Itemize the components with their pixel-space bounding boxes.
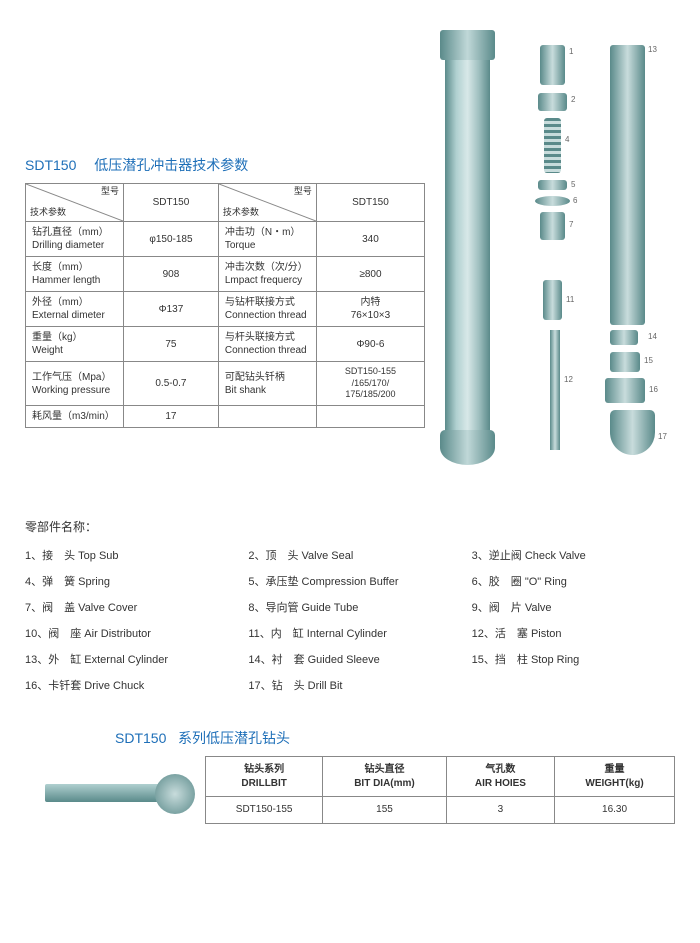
- part-item: 14、衬 套 Guided Sleeve: [248, 651, 451, 667]
- parts-title: 零部件名称：: [25, 518, 675, 535]
- spec-value: SDT150-155 /165/170/ 175/185/200: [316, 362, 424, 406]
- model-left: SDT150: [124, 184, 219, 222]
- part-item: 13、外 缸 External Cylinder: [25, 651, 228, 667]
- part-spring: [544, 118, 561, 173]
- spec-label: 耗风量（m3/min）: [26, 406, 124, 428]
- part-o-ring: [535, 196, 570, 206]
- part-piston: [550, 330, 560, 450]
- part-item: 4、弹 簧 Spring: [25, 573, 228, 589]
- exploded-diagram: 1 2 13 4 5 6 7 11 12 14 15 16 17: [445, 40, 675, 470]
- bit-header: 气孔数AIR HOIES: [446, 757, 554, 797]
- spec-label: 工作气压（Mpa）Working pressure: [26, 362, 124, 406]
- part-item: 15、挡 柱 Stop Ring: [472, 651, 675, 667]
- spec-table: 型号 技术参数 SDT150 型号 技术参数 SDT150 钻孔直径（mm）Dr…: [25, 183, 425, 428]
- part-item: 7、阀 盖 Valve Cover: [25, 599, 228, 615]
- parts-list: 1、接 头 Top Sub 2、顶 头 Valve Seal 3、逆止阀 Che…: [25, 547, 675, 693]
- diag-header-left: 型号 技术参数: [26, 184, 124, 222]
- model-right: SDT150: [316, 184, 424, 222]
- spec-label: 冲击功（N・m）Torque: [218, 222, 316, 257]
- part-item: 6、胶 圈 "O" Ring: [472, 573, 675, 589]
- bit-cell: SDT150-155: [206, 797, 323, 824]
- spec-label: 重量（kg）Weight: [26, 327, 124, 362]
- spec-label: 外径（mm）External dimeter: [26, 292, 124, 327]
- part-valve-seal: [538, 93, 567, 111]
- spec-title-code: SDT150: [25, 157, 76, 173]
- part-guided-sleeve: [610, 330, 638, 345]
- hammer-drill-bit: [440, 430, 495, 465]
- bit-header: 重量WEIGHT(kg): [555, 757, 675, 797]
- bit-title-code: SDT150: [115, 730, 166, 746]
- part-external-cylinder: [610, 45, 645, 325]
- bit-table: 钻头系列DRILLBIT 钻头直径BIT DIA(mm) 气孔数AIR HOIE…: [205, 756, 675, 824]
- spec-value: φ150-185: [124, 222, 219, 257]
- part-item: 10、阀 座 Air Distributor: [25, 625, 228, 641]
- part-drill-bit: [610, 410, 655, 455]
- part-internal-cylinder: [543, 280, 562, 320]
- spec-label: 可配钻头钎柄Bit shank: [218, 362, 316, 406]
- spec-label: 与钻杆联接方式Connection thread: [218, 292, 316, 327]
- part-item: 17、钻 头 Drill Bit: [248, 677, 451, 693]
- part-top-sub: [540, 45, 565, 85]
- spec-value: 内特 76×10×3: [316, 292, 424, 327]
- part-item: 12、活 塞 Piston: [472, 625, 675, 641]
- hammer-body: [445, 45, 490, 445]
- bit-title-text: 系列低压潜孔钻头: [178, 730, 290, 746]
- part-valve-cover: [540, 212, 565, 240]
- part-item: 8、导向管 Guide Tube: [248, 599, 451, 615]
- bit-title: SDT150 系列低压潜孔钻头: [115, 728, 675, 748]
- spec-value: Φ90-6: [316, 327, 424, 362]
- part-item: 11、内 缸 Internal Cylinder: [248, 625, 451, 641]
- hammer-top-sub: [440, 30, 495, 60]
- bit-cell: 3: [446, 797, 554, 824]
- spec-empty: [316, 406, 424, 428]
- spec-value: Φ137: [124, 292, 219, 327]
- spec-value: 340: [316, 222, 424, 257]
- spec-value: 908: [124, 257, 219, 292]
- part-item: 16、卡钎套 Drive Chuck: [25, 677, 228, 693]
- drill-bit-illustration: [25, 769, 195, 824]
- part-drive-chuck: [605, 378, 645, 403]
- part-stop-ring: [610, 352, 640, 372]
- spec-value: 17: [124, 406, 219, 428]
- spec-value: 0.5-0.7: [124, 362, 219, 406]
- bit-header: 钻头系列DRILLBIT: [206, 757, 323, 797]
- bit-header: 钻头直径BIT DIA(mm): [323, 757, 446, 797]
- spec-label: 长度（mm）Hammer length: [26, 257, 124, 292]
- spec-label: 与杆头联接方式Connection thread: [218, 327, 316, 362]
- bit-cell: 155: [323, 797, 446, 824]
- part-item: 5、承压垫 Compression Buffer: [248, 573, 451, 589]
- part-item: 3、逆止阀 Check Valve: [472, 547, 675, 563]
- spec-empty: [218, 406, 316, 428]
- diag-header-right: 型号 技术参数: [218, 184, 316, 222]
- part-item: 1、接 头 Top Sub: [25, 547, 228, 563]
- part-compression-buffer: [538, 180, 567, 190]
- spec-label: 钻孔直径（mm）Drilling diameter: [26, 222, 124, 257]
- spec-label: 冲击次数（次/分）Lmpact frequercy: [218, 257, 316, 292]
- spec-value: 75: [124, 327, 219, 362]
- bit-cell: 16.30: [555, 797, 675, 824]
- spec-title-text: 低压潜孔冲击器技术参数: [94, 157, 248, 173]
- spec-value: ≥800: [316, 257, 424, 292]
- part-item: 2、顶 头 Valve Seal: [248, 547, 451, 563]
- part-item: 9、阀 片 Valve: [472, 599, 675, 615]
